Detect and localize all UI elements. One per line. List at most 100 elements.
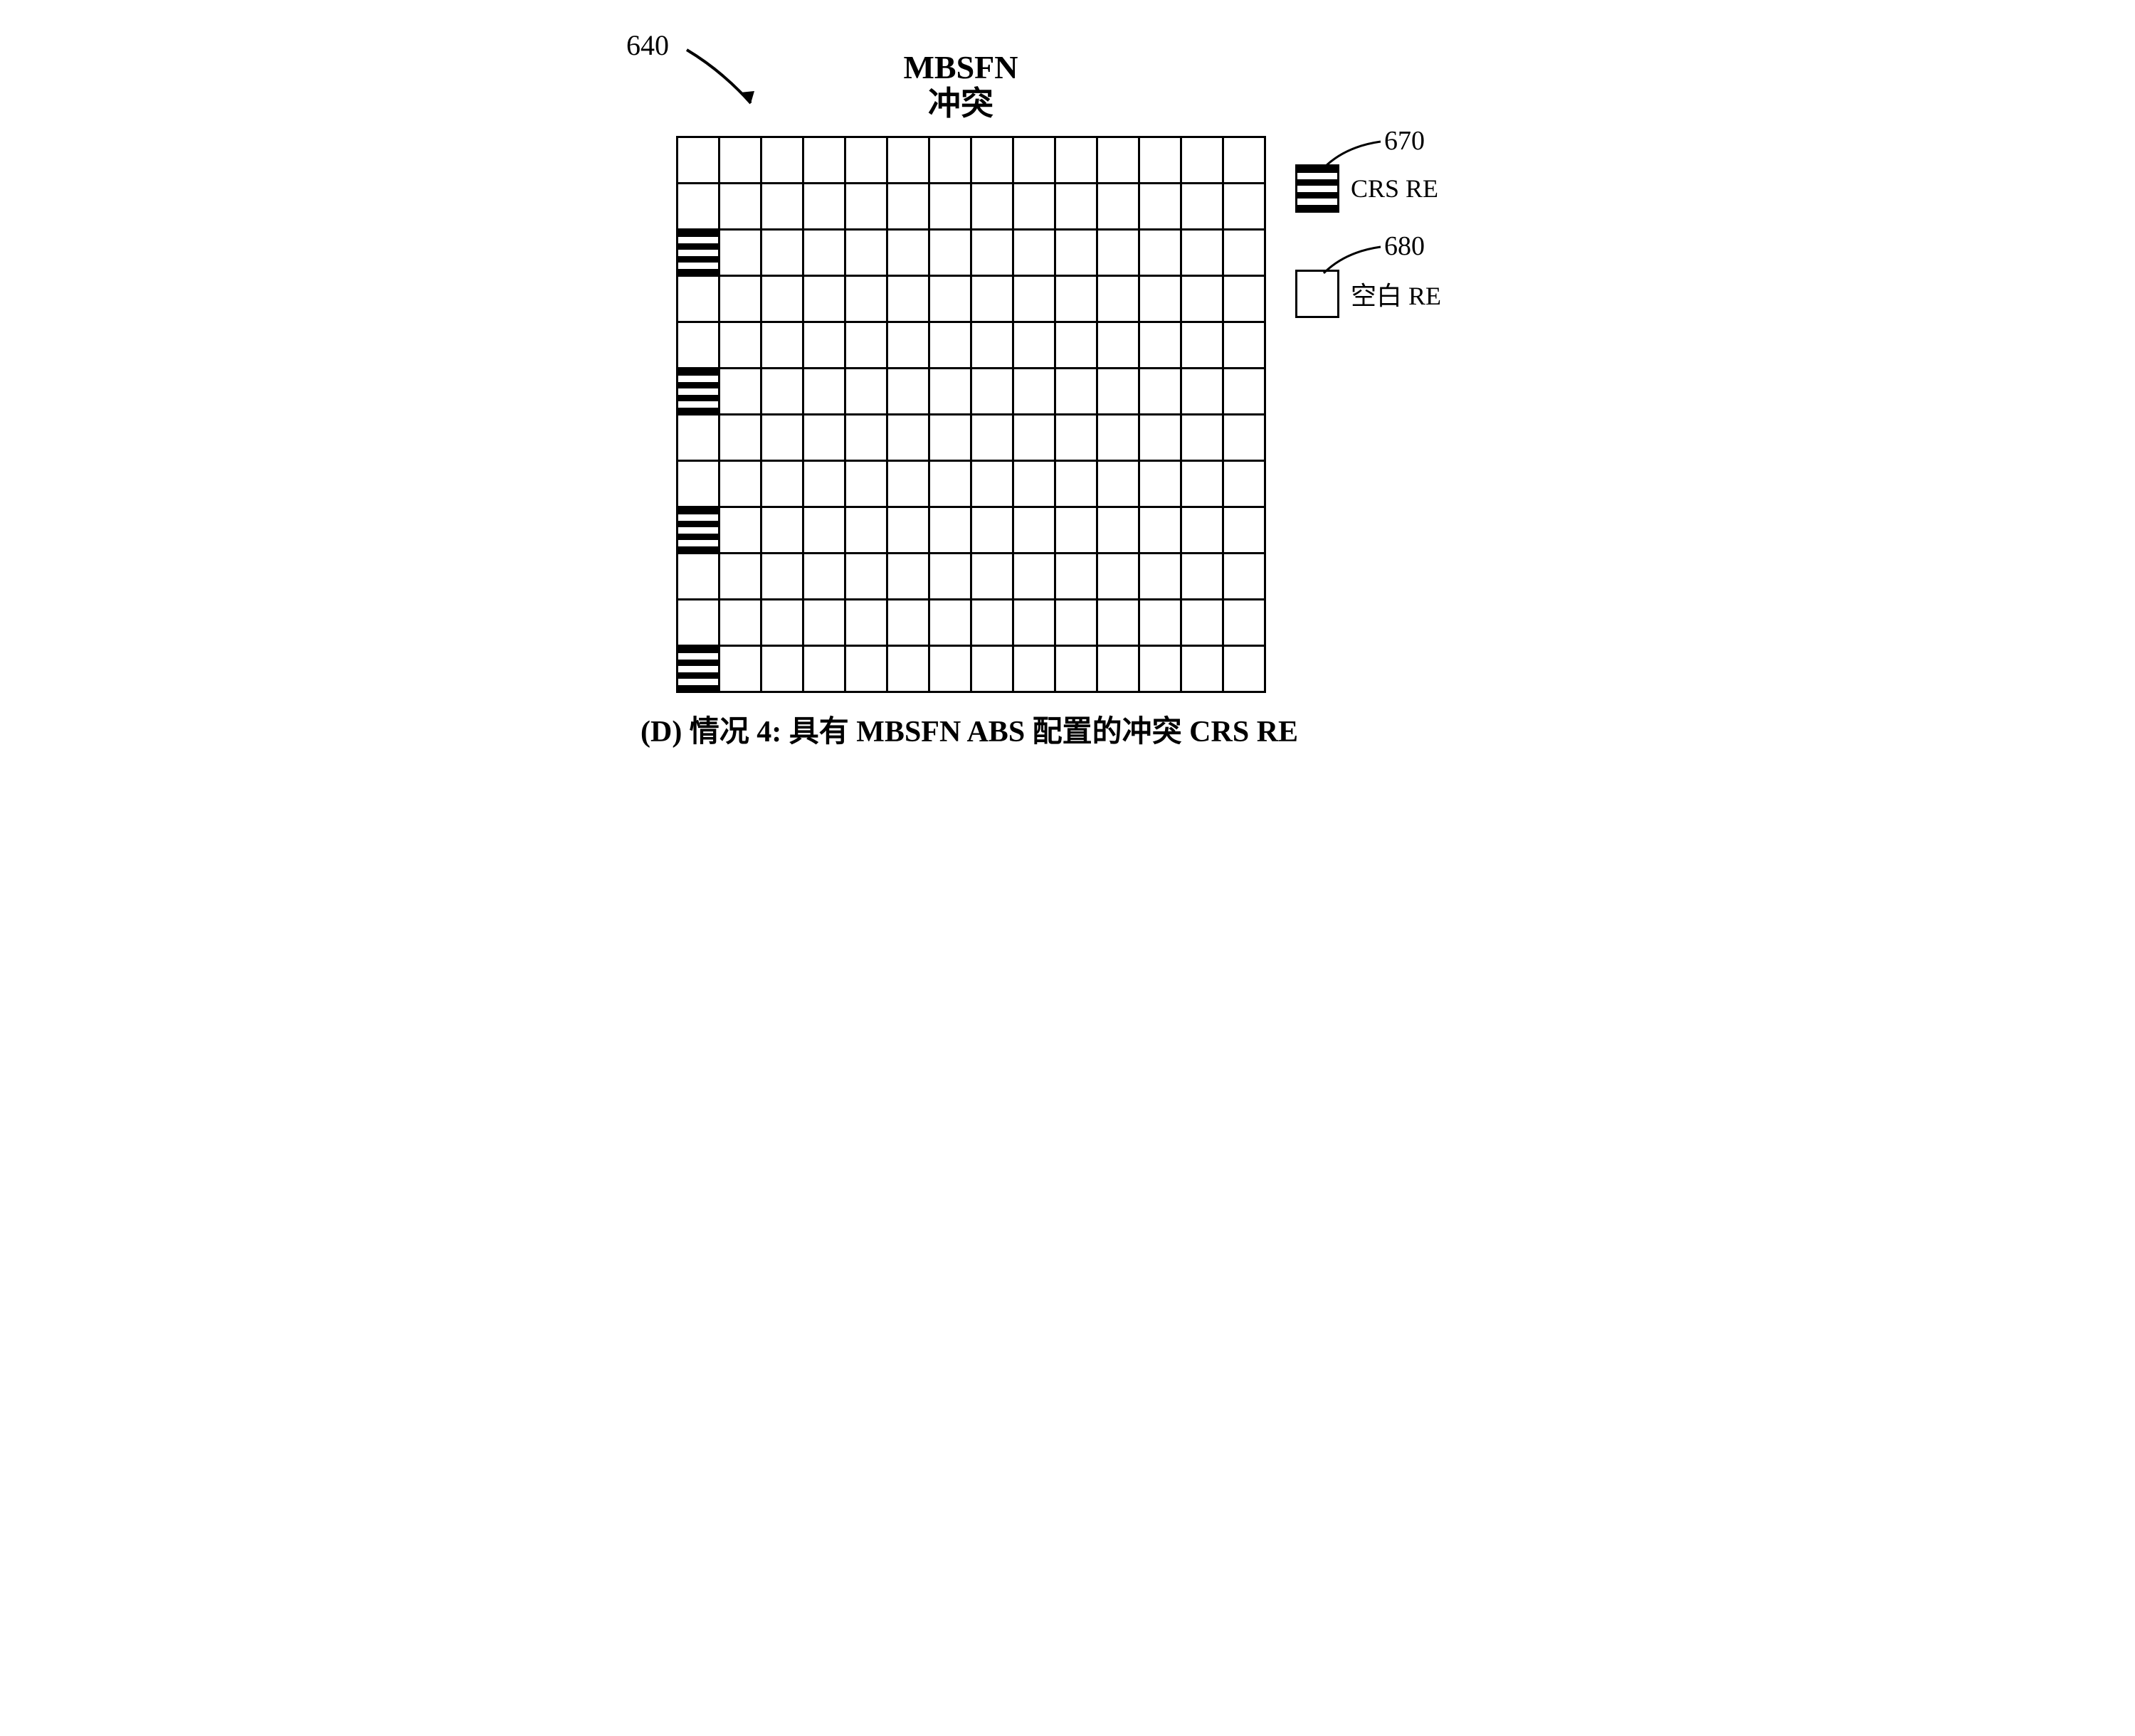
grid-cell	[761, 322, 803, 369]
grid-cell	[929, 461, 971, 507]
grid-cell-crs	[678, 369, 719, 415]
grid-cell	[719, 276, 761, 322]
grid-cell	[845, 507, 887, 554]
grid-cell	[929, 507, 971, 554]
grid-cell	[971, 322, 1013, 369]
grid-cell	[803, 415, 845, 461]
grid-cell	[678, 554, 719, 600]
grid-cell	[1181, 507, 1223, 554]
grid-cell	[678, 415, 719, 461]
grid-cell	[761, 230, 803, 276]
grid-cell	[1223, 600, 1265, 646]
grid-cell	[1223, 184, 1265, 230]
grid-cell	[1097, 276, 1139, 322]
grid-cell	[1139, 554, 1181, 600]
legend-item-crs: 670 CRS RE	[1295, 164, 1441, 213]
grid-cell	[1223, 230, 1265, 276]
grid-cell	[719, 600, 761, 646]
grid-cell	[803, 554, 845, 600]
grid-cell	[1181, 322, 1223, 369]
grid-cell	[719, 322, 761, 369]
grid-cell	[971, 369, 1013, 415]
grid-cell	[1097, 461, 1139, 507]
grid-cell	[803, 230, 845, 276]
grid-cell	[1013, 184, 1055, 230]
grid-cell	[971, 137, 1013, 184]
grid-cell	[761, 646, 803, 692]
grid-cell	[887, 322, 929, 369]
grid-cell	[1181, 369, 1223, 415]
grid-cell	[1223, 137, 1265, 184]
grid-cell	[1139, 600, 1181, 646]
figure-reference-number: 640	[626, 28, 669, 62]
grid-cell	[803, 461, 845, 507]
grid-cell	[971, 276, 1013, 322]
grid-cell	[845, 554, 887, 600]
grid-cell	[887, 554, 929, 600]
figure-container: 640 MBSFN 冲突 670 CRS RE 680	[569, 28, 1566, 751]
grid-cell	[719, 230, 761, 276]
grid-cell	[929, 276, 971, 322]
grid-cell	[761, 369, 803, 415]
grid-cell	[929, 415, 971, 461]
grid-cell	[1055, 554, 1097, 600]
grid-cell	[803, 184, 845, 230]
grid-cell	[845, 461, 887, 507]
grid-cell	[761, 137, 803, 184]
grid-cell-crs	[678, 507, 719, 554]
grid-cell	[1013, 646, 1055, 692]
grid-cell	[1013, 369, 1055, 415]
grid-cell	[1055, 600, 1097, 646]
grid-cell	[887, 507, 929, 554]
grid-cell	[845, 184, 887, 230]
grid-cell	[1181, 137, 1223, 184]
grid-cell	[1013, 415, 1055, 461]
grid-cell	[1139, 507, 1181, 554]
grid-cell	[1139, 137, 1181, 184]
grid-cell	[887, 600, 929, 646]
grid-cell	[1097, 600, 1139, 646]
grid-cell	[887, 461, 929, 507]
grid-cell	[678, 322, 719, 369]
grid-cell	[845, 415, 887, 461]
grid-cell	[1223, 369, 1265, 415]
grid-cell	[761, 507, 803, 554]
legend-swatch-blank	[1295, 270, 1339, 318]
grid-cell	[1181, 554, 1223, 600]
grid-cell	[719, 507, 761, 554]
grid-cell	[887, 369, 929, 415]
grid-table	[676, 136, 1266, 693]
figure-caption: (D) 情况 4: 具有 MBSFN ABS 配置的冲突 CRS RE	[640, 707, 1566, 751]
grid-cell	[929, 184, 971, 230]
legend-label-crs: CRS RE	[1351, 174, 1438, 203]
grid-cell	[845, 322, 887, 369]
grid-cell	[1013, 554, 1055, 600]
grid-cell	[1223, 415, 1265, 461]
grid-cell	[803, 507, 845, 554]
grid-cell	[1013, 461, 1055, 507]
grid-cell	[1013, 230, 1055, 276]
grid-cell	[761, 184, 803, 230]
grid-cell	[719, 554, 761, 600]
grid-cell	[1223, 646, 1265, 692]
grid-cell	[887, 230, 929, 276]
grid-cell	[1097, 369, 1139, 415]
grid-cell	[845, 646, 887, 692]
grid-cell	[845, 600, 887, 646]
legend-label-blank: 空白 RE	[1351, 275, 1441, 312]
grid-cell	[803, 137, 845, 184]
grid-cell	[1139, 415, 1181, 461]
grid-cell	[1181, 646, 1223, 692]
grid-cell	[1139, 184, 1181, 230]
grid-cell-crs	[678, 646, 719, 692]
grid-cell	[1223, 276, 1265, 322]
grid-cell	[803, 646, 845, 692]
grid-cell	[1223, 461, 1265, 507]
grid-cell	[761, 600, 803, 646]
grid-cell	[1055, 461, 1097, 507]
grid-cell	[1097, 646, 1139, 692]
grid-cell	[761, 276, 803, 322]
grid-cell	[719, 415, 761, 461]
grid-cell	[845, 369, 887, 415]
grid-cell	[1139, 461, 1181, 507]
